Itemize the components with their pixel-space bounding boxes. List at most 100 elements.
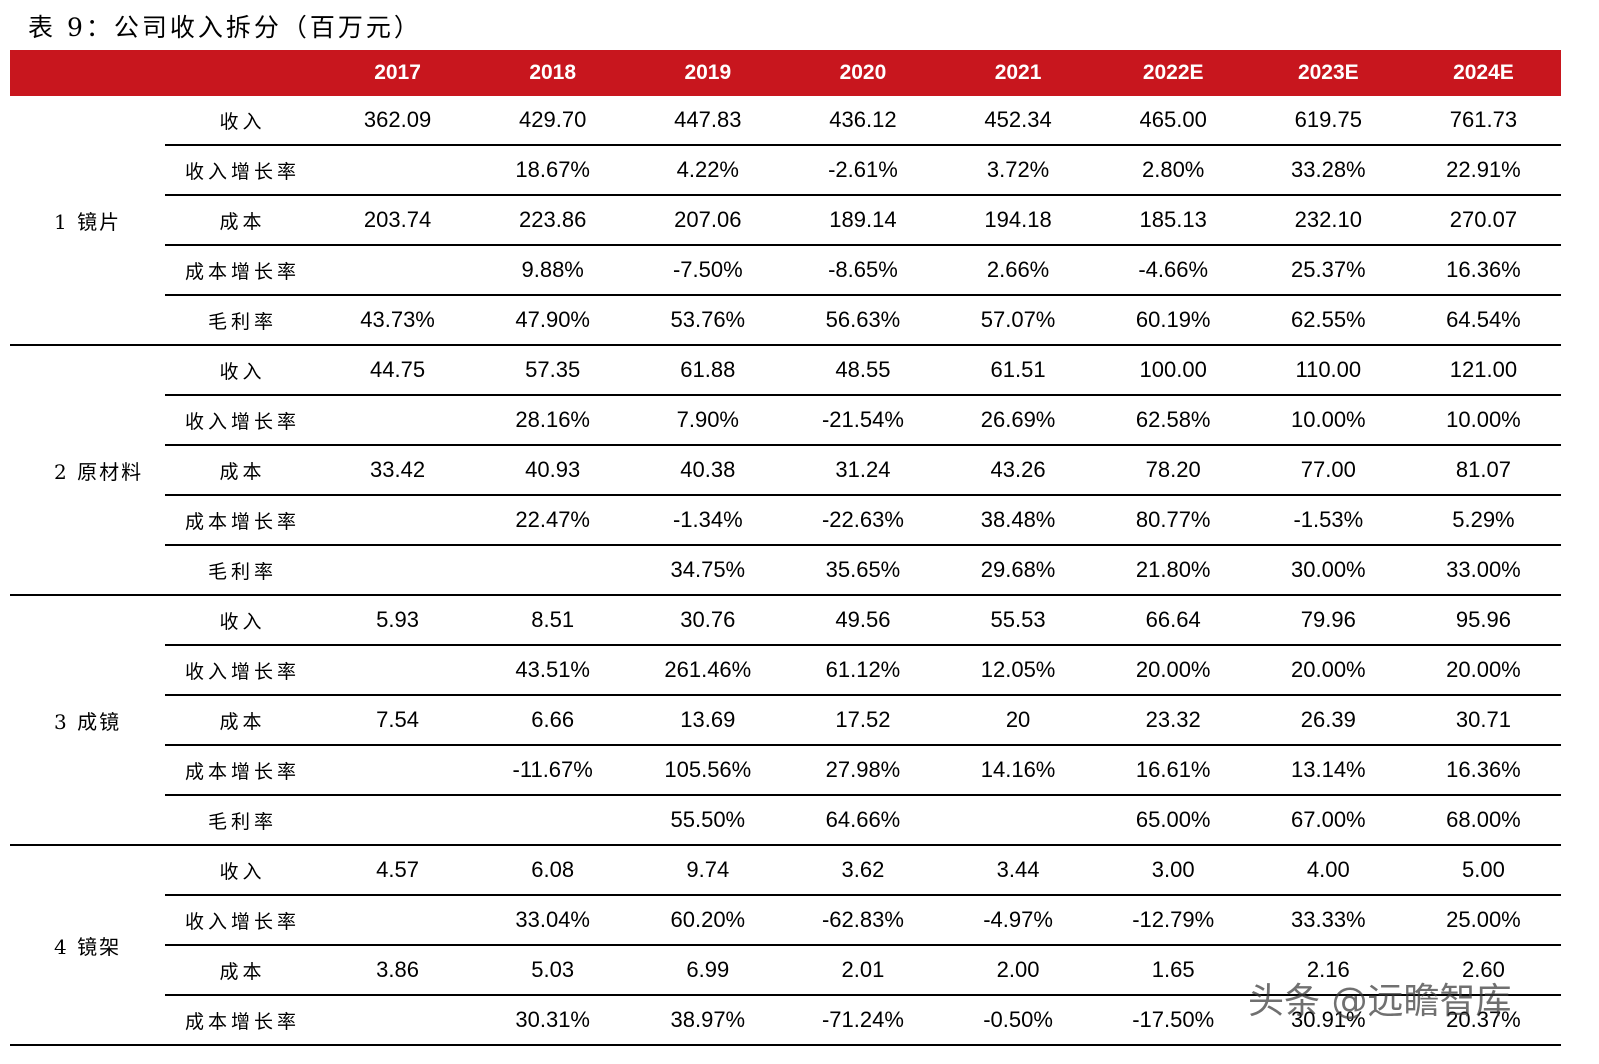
value-cell: 26.69%: [940, 395, 1096, 446]
value-cell: 25.00%: [1405, 895, 1561, 946]
value-cell: 57.35: [475, 345, 631, 396]
table-title: 表 9：公司收入拆分（百万元）: [28, 13, 422, 42]
metric-label: 成本增长率: [165, 995, 320, 1046]
value-cell: 20.00%: [1250, 645, 1406, 696]
value-cell: -1.53%: [1250, 495, 1406, 546]
value-cell: 10.00%: [1250, 395, 1406, 446]
table-body: 1 镜片 收入 362.09 429.70 447.83 436.12 452.34 465.…: [10, 96, 1561, 1046]
segment-label: 1 镜片: [10, 96, 165, 346]
value-cell: 105.56%: [630, 745, 786, 796]
value-cell: 23.32: [1095, 695, 1251, 746]
value-cell: 270.07: [1405, 195, 1561, 246]
table-row: 成本 203.74 223.86 207.06 189.14 194.18 185.13 23…: [10, 195, 1561, 246]
value-cell: 40.93: [475, 445, 631, 496]
value-cell: [320, 895, 476, 946]
metric-label: 收入增长率: [165, 645, 320, 696]
value-cell: 4.00: [1250, 845, 1406, 896]
table-row: 成本增长率 22.47% -1.34% -22.63% 38.48% 80.77% -1.5…: [10, 495, 1561, 546]
value-cell: 5.00: [1405, 845, 1561, 896]
value-cell: 43.73%: [320, 295, 476, 346]
value-cell: 619.75: [1250, 96, 1406, 146]
value-cell: 31.24: [785, 445, 941, 496]
value-cell: 3.62: [785, 845, 941, 896]
value-cell: 3.00: [1095, 845, 1251, 896]
value-cell: 20.00%: [1405, 645, 1561, 696]
metric-label: 收入增长率: [165, 895, 320, 946]
value-cell: 10.00%: [1405, 395, 1561, 446]
value-cell: 17.52: [785, 695, 941, 746]
value-cell: 261.46%: [630, 645, 786, 696]
value-cell: 16.36%: [1405, 245, 1561, 296]
value-cell: 62.58%: [1095, 395, 1251, 446]
value-cell: 43.51%: [475, 645, 631, 696]
value-cell: 7.54: [320, 695, 476, 746]
metric-label: 收入增长率: [165, 145, 320, 196]
value-cell: 5.29%: [1405, 495, 1561, 546]
value-cell: 362.09: [320, 96, 476, 146]
metric-label: 毛利率: [165, 795, 320, 846]
table-row: 3 成镜 收入 5.93 8.51 30.76 49.56 55.53 66.64 79.96 9…: [10, 595, 1561, 846]
value-cell: 25.37%: [1250, 245, 1406, 296]
value-cell: 20: [940, 695, 1096, 746]
value-cell: 33.00%: [1405, 545, 1561, 596]
value-cell: 5.03: [475, 945, 631, 996]
table-row: 收入增长率 28.16% 7.90% -21.54% 26.69% 62.58% 10.00…: [10, 395, 1561, 446]
value-cell: 49.56: [785, 595, 941, 646]
value-cell: -62.83%: [785, 895, 941, 946]
value-cell: 64.66%: [785, 795, 941, 846]
table-row: 成本增长率 9.88% -7.50% -8.65% 2.66% -4.66% 25.37% 1…: [10, 245, 1561, 296]
value-cell: -22.63%: [785, 495, 941, 546]
value-cell: 38.48%: [940, 495, 1096, 546]
value-cell: -7.50%: [630, 245, 786, 296]
header-cell-2018: 2018: [475, 50, 631, 96]
value-cell: 26.39: [1250, 695, 1406, 746]
metric-label: 收入: [165, 595, 320, 646]
value-cell: -0.50%: [940, 995, 1096, 1046]
table-row: 成本增长率 -11.67% 105.56% 27.98% 14.16% 16.61% 13.…: [10, 745, 1561, 796]
value-cell: 64.54%: [1405, 295, 1561, 346]
revenue-breakdown-table: 2017 2018 2019 2020 2021 2022E 2023E 202…: [10, 50, 1561, 1046]
value-cell: -12.79%: [1095, 895, 1251, 946]
value-cell: 79.96: [1250, 595, 1406, 646]
value-cell: 13.14%: [1250, 745, 1406, 796]
value-cell: 48.55: [785, 345, 941, 396]
value-cell: [320, 145, 476, 196]
value-cell: 30.76: [630, 595, 786, 646]
metric-label: 成本: [165, 445, 320, 496]
value-cell: -21.54%: [785, 395, 941, 446]
value-cell: -4.66%: [1095, 245, 1251, 296]
header-row: 2017 2018 2019 2020 2021 2022E 2023E 202…: [10, 50, 1561, 96]
value-cell: 203.74: [320, 195, 476, 246]
metric-label: 毛利率: [165, 295, 320, 346]
header-cell-2023e: 2023E: [1250, 50, 1406, 96]
value-cell: -71.24%: [785, 995, 941, 1046]
value-cell: 18.67%: [475, 145, 631, 196]
value-cell: 60.19%: [1095, 295, 1251, 346]
value-cell: [320, 745, 476, 796]
value-cell: [320, 245, 476, 296]
metric-label: 成本: [165, 195, 320, 246]
value-cell: 33.04%: [475, 895, 631, 946]
value-cell: 20.00%: [1095, 645, 1251, 696]
value-cell: 223.86: [475, 195, 631, 246]
value-cell: 47.90%: [475, 295, 631, 346]
value-cell: 429.70: [475, 96, 631, 146]
value-cell: 61.51: [940, 345, 1096, 396]
value-cell: 3.86: [320, 945, 476, 996]
value-cell: 12.05%: [940, 645, 1096, 696]
value-cell: 30.00%: [1250, 545, 1406, 596]
header-cell-2024e: 2024E: [1405, 50, 1561, 96]
value-cell: 78.20: [1095, 445, 1251, 496]
value-cell: [940, 795, 1096, 846]
value-cell: 40.38: [630, 445, 786, 496]
header-cell-2021: 2021: [940, 50, 1096, 96]
value-cell: 22.91%: [1405, 145, 1561, 196]
table-row: 成本 33.42 40.93 40.38 31.24 43.26 78.20 77.00 81.…: [10, 445, 1561, 496]
segment-label: 3 成镜: [10, 595, 165, 846]
value-cell: 3.72%: [940, 145, 1096, 196]
value-cell: 67.00%: [1250, 795, 1406, 846]
value-cell: 66.64: [1095, 595, 1251, 646]
metric-label: 成本: [165, 695, 320, 746]
value-cell: 43.26: [940, 445, 1096, 496]
header-cell-metric: [165, 50, 320, 96]
